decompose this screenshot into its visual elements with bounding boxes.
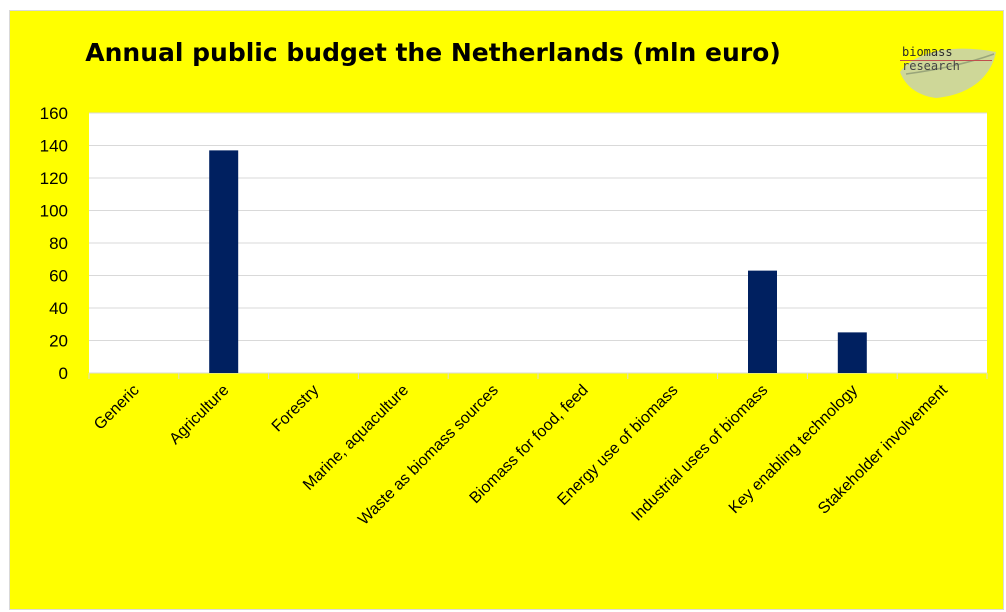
x-category-label: Generic	[91, 382, 143, 434]
logo-text-line2: research	[902, 59, 960, 73]
x-category-label: Agriculture	[166, 382, 232, 448]
y-tick-label: 0	[59, 364, 68, 383]
y-tick-label: 140	[40, 137, 68, 156]
y-tick-label: 80	[49, 234, 68, 253]
biomass-research-logo: biomass research	[896, 42, 1000, 100]
x-category-label: Forestry	[269, 382, 323, 436]
logo-text-line1: biomass	[902, 45, 953, 59]
y-tick-label: 20	[49, 332, 68, 351]
y-tick-label: 160	[40, 104, 68, 123]
bar	[748, 270, 777, 373]
y-tick-label: 120	[40, 169, 68, 188]
y-tick-label: 40	[49, 299, 68, 318]
chart-title: Annual public budget the Netherlands (ml…	[85, 38, 781, 67]
y-tick-label: 60	[49, 267, 68, 286]
bar	[209, 150, 239, 373]
y-tick-label: 100	[40, 202, 68, 221]
bar	[837, 332, 867, 373]
logo-divider	[900, 60, 992, 61]
